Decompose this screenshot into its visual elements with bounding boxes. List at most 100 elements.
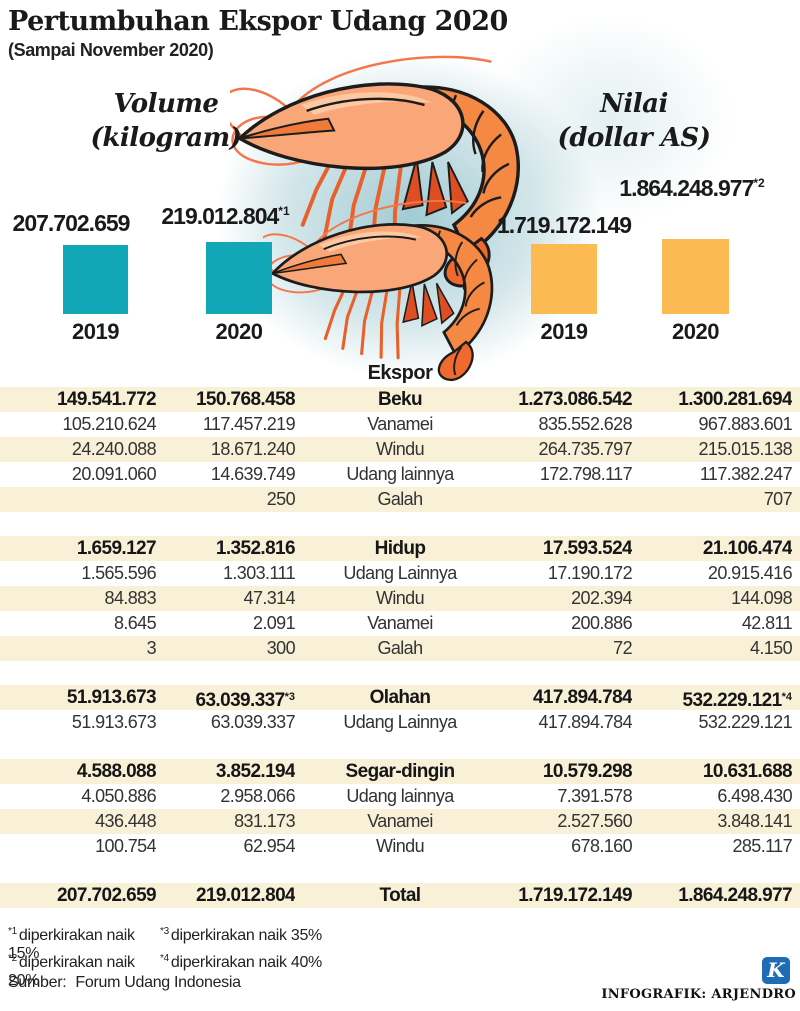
footnote-text: diperkirakan naik 15% [8, 927, 135, 962]
value-cell: 3 [146, 638, 156, 658]
table-group-spacer [0, 859, 800, 883]
value-cell: 10.579.298 [542, 761, 632, 782]
nilai-2019-bar [531, 244, 597, 314]
table-group-spacer [0, 735, 800, 759]
value-cell: 707 [763, 489, 792, 509]
value-cell: 1.273.086.542 [518, 389, 632, 410]
table-row: 250 Galah 707 [0, 487, 800, 512]
source-line: Sumber: Forum Udang Indonesia [8, 974, 241, 992]
nilai-2020-year-label: 2020 [672, 319, 719, 344]
value-cell: 831.173 [234, 811, 295, 831]
category-cell: Vanamei [367, 414, 433, 434]
value-cell: 4.050.886 [81, 786, 156, 806]
value-cell [0, 487, 156, 512]
category-cell: Udang Lainnya [343, 563, 457, 583]
page-subtitle: (Sampai November 2020) [8, 40, 214, 60]
value-cell: 62.954 [243, 836, 295, 856]
value-text: 207.702.659 [12, 210, 131, 236]
table-row: 3 300 Galah 72 4.150 [0, 636, 800, 661]
value-cell: 1.659.127 [76, 538, 156, 559]
value-cell: 14.639.749 [210, 464, 295, 484]
value-cell: 417.894.784 [538, 712, 633, 732]
footnote-1: *1 diperkirakan naik 15% [8, 926, 160, 962]
value-text: 219.012.804 [161, 203, 279, 229]
value-text: 1.864.248.977 [619, 175, 754, 201]
category-cell: Udang lainnya [346, 464, 454, 484]
value-cell: 10.631.688 [702, 761, 792, 782]
value-cell: 202.394 [571, 588, 632, 608]
value-cell: 100.754 [95, 836, 156, 856]
value-cell: 4.588.088 [76, 761, 156, 782]
volume-axis-label: Volume (kilogram) [66, 88, 266, 156]
nilai-2019-year-label: 2019 [540, 319, 588, 344]
value-cell: 8.645 [113, 613, 156, 633]
category-cell: Galah [377, 489, 423, 509]
footnote-text: diperkirakan naik 20% [8, 954, 135, 989]
value-cell: 17.190.172 [547, 563, 632, 583]
table-row: 149.541.772 150.768.458 Beku 1.273.086.542 1… [0, 387, 800, 412]
value-cell: 63.039.337 [210, 712, 295, 732]
footnote-sup: *1 [8, 926, 17, 937]
value-cell: 117.457.219 [202, 414, 295, 434]
volume-axis-unit: (kilogram) [90, 122, 242, 153]
nilai-2020-bar [662, 239, 729, 314]
footnotes: *1 diperkirakan naik 15% *2 diperkirakan n… [8, 926, 322, 989]
value-cell: 150.768.458 [195, 389, 295, 410]
value-cell: 21.106.474 [702, 538, 792, 559]
value-cell: 149.541.772 [56, 389, 156, 410]
value-cell: 51.913.673 [71, 712, 156, 732]
category-cell: Vanamei [367, 613, 433, 633]
value-cell: 84.883 [104, 588, 156, 608]
table-group-spacer [0, 512, 800, 536]
value-cell: 172.798.117 [539, 464, 632, 484]
footnote-marker: *3 [284, 691, 295, 703]
footnote-marker-1: *1 [278, 204, 290, 218]
table-row: 4.588.088 3.852.194 Segar-dingin 10.579.298… [0, 759, 800, 784]
table-row: 1.565.596 1.303.111 Udang Lainnya 17.190.17… [0, 561, 800, 586]
value-cell: 1.864.248.977 [678, 885, 792, 906]
table-row: 20.091.060 14.639.749 Udang lainnya 172.798… [0, 462, 800, 487]
category-cell: Total [379, 885, 422, 906]
volume-2019-value: 207.702.659 [2, 210, 140, 237]
table-row: 105.210.624 117.457.219 Vanamei 835.552.628… [0, 412, 800, 437]
footnote-marker: *4 [781, 691, 792, 703]
table-row: 1.659.127 1.352.816 Hidup 17.593.524 21.106.… [0, 536, 800, 561]
table-row: 436.448 831.173 Vanamei 2.527.560 3.848.141 [0, 809, 800, 834]
footnote-text: diperkirakan naik 40% [170, 954, 322, 971]
volume-2020-bar [206, 242, 272, 314]
value-cell: 24.240.088 [71, 439, 156, 459]
value-cell: 7.391.578 [557, 786, 632, 806]
value-cell: 51.913.673 [66, 687, 156, 708]
category-cell: Udang Lainnya [343, 712, 457, 732]
source-label: Sumber: [8, 974, 67, 991]
footnote-sup: *2 [8, 953, 17, 964]
export-table: Ekspor 149.541.772 150.768.458 Beku 1.273.0… [0, 360, 800, 908]
nilai-2020-value: 1.864.248.977*2 [604, 175, 780, 202]
value-cell: 532.229.121*4 [682, 690, 792, 710]
value-cell: 20.091.060 [71, 464, 156, 484]
category-cell: Olahan [369, 687, 431, 708]
value-cell: 47.314 [243, 588, 295, 608]
value-cell: 20.915.416 [707, 563, 792, 583]
value-cell: 207.702.659 [56, 885, 156, 906]
value-cell: 2.527.560 [557, 811, 632, 831]
value-cell: 42.811 [741, 613, 792, 633]
category-cell: Segar-dingin [345, 761, 456, 782]
value-cell: 72 [613, 638, 632, 658]
value-cell: 3.852.194 [215, 761, 295, 782]
table-row: 100.754 62.954 Windu 678.160 285.117 [0, 834, 800, 859]
value-cell: 144.098 [731, 588, 792, 608]
value-cell: 1.303.111 [222, 563, 295, 583]
value-cell: 532.229.121 [698, 712, 793, 732]
category-cell: Vanamei [367, 811, 433, 831]
value-cell: 63.039.337*3 [195, 690, 296, 710]
value-cell: 417.894.784 [532, 687, 632, 708]
page-title: Pertumbuhan Ekspor Udang 2020 [8, 6, 508, 37]
value-cell: 17.593.524 [542, 538, 632, 559]
value-cell: 219.012.804 [195, 885, 295, 906]
volume-axis-title: Volume [113, 89, 219, 119]
footnote-2: *2 diperkirakan naik 20% [8, 953, 160, 989]
value-cell: 3.848.141 [717, 811, 792, 831]
table-title: Ekspor [367, 362, 433, 384]
value-cell [505, 487, 632, 512]
